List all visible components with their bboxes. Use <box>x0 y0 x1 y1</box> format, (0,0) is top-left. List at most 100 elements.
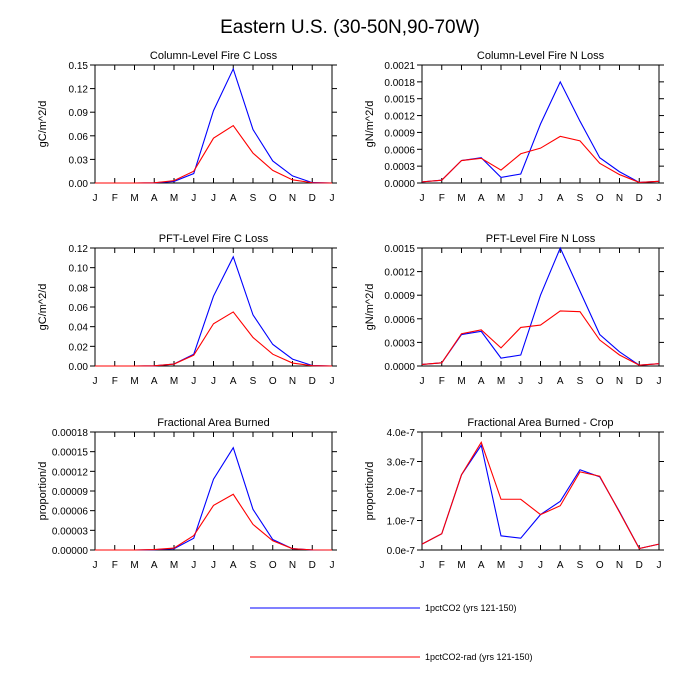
y-axis-label: gC/m^2/d <box>37 284 49 331</box>
x-tick-label: O <box>269 193 277 204</box>
y-tick-label: 0.08 <box>69 283 89 294</box>
y-axis-label: gN/m^2/d <box>364 284 376 331</box>
y-tick-label: 0.06 <box>69 303 89 314</box>
x-tick-label: N <box>616 193 623 204</box>
x-tick-label: J <box>518 193 523 204</box>
y-tick-label: 0.00006 <box>52 507 89 518</box>
x-tick-label: F <box>439 193 445 204</box>
series-line-2 <box>421 441 660 550</box>
x-tick-label: J <box>93 376 98 387</box>
x-tick-label: M <box>457 376 465 387</box>
x-tick-label: J <box>330 560 335 571</box>
series-line-2 <box>95 311 333 367</box>
x-tick-label: F <box>112 193 118 204</box>
x-tick-label: A <box>230 193 237 204</box>
x-tick-label: J <box>420 376 425 387</box>
x-tick-label: D <box>636 376 643 387</box>
x-tick-label: J <box>518 376 523 387</box>
chart-title: PFT-Level Fire C Loss <box>159 233 269 245</box>
x-tick-label: A <box>557 193 564 204</box>
x-tick-label: M <box>130 560 138 571</box>
x-tick-label: J <box>657 193 662 204</box>
series-line-2 <box>421 310 660 366</box>
series-line-2 <box>421 135 660 183</box>
chart-panel-2: Column-Level Fire N Loss gN/m^2/d J F M A M J J A… <box>364 50 664 204</box>
chart-title: Column-Level Fire C Loss <box>150 50 278 62</box>
x-tick-label: F <box>112 560 118 571</box>
y-tick-label: 0.06 <box>69 132 89 143</box>
y-tick-label: 0.12 <box>69 244 89 255</box>
x-tick-label: A <box>557 560 564 571</box>
plot-frame <box>421 431 660 551</box>
y-tick-label: 0.0012 <box>384 112 415 123</box>
x-tick-label: N <box>289 560 296 571</box>
x-tick-label: M <box>457 193 465 204</box>
y-tick-label: 0.00 <box>69 179 89 190</box>
chart-title: PFT-Level Fire N Loss <box>486 233 596 245</box>
x-tick-label: F <box>112 376 118 387</box>
plot-frame <box>94 64 333 184</box>
y-tick-label: 0.0012 <box>384 268 415 279</box>
x-tick-label: M <box>130 193 138 204</box>
y-tick-label: 0.00000 <box>52 546 89 557</box>
x-tick-label: M <box>130 376 138 387</box>
chart-title: Fractional Area Burned - Crop <box>467 417 613 429</box>
series-line-2 <box>95 493 333 551</box>
x-tick-label: M <box>170 560 178 571</box>
x-tick-label: F <box>439 560 445 571</box>
y-tick-label: 0.0009 <box>384 291 415 302</box>
legend: 1pctCO2 (yrs 121-150) 1pctCO2-rad (yrs 1… <box>250 603 533 662</box>
series-line-1 <box>95 446 333 551</box>
y-tick-label: 4.0e-7 <box>387 428 416 439</box>
x-tick-label: A <box>478 376 485 387</box>
x-tick-label: O <box>269 376 277 387</box>
x-tick-label: J <box>191 193 196 204</box>
x-tick-label: A <box>478 560 485 571</box>
series-line-1 <box>95 67 333 184</box>
chart-panel-1: Column-Level Fire C Loss gC/m^2/d J F M A M J J A… <box>37 50 337 204</box>
x-tick-label: S <box>577 193 584 204</box>
legend-label-1pctco2: 1pctCO2 (yrs 121-150) <box>425 603 517 613</box>
x-tick-label: O <box>596 193 604 204</box>
x-tick-label: M <box>497 376 505 387</box>
y-tick-label: 0.0018 <box>384 78 415 89</box>
series-line-1 <box>421 246 660 366</box>
x-tick-label: A <box>478 193 485 204</box>
y-tick-label: 0.0015 <box>384 244 415 255</box>
plot-frame <box>421 247 660 367</box>
y-tick-label: 0.00015 <box>52 448 89 459</box>
x-tick-label: M <box>170 376 178 387</box>
y-tick-label: 0.03 <box>69 155 89 166</box>
x-tick-label: S <box>250 193 257 204</box>
chart-panel-5: Fractional Area Burned proportion/d J F M A M J… <box>37 417 337 571</box>
y-tick-label: 0.00 <box>69 362 89 373</box>
y-tick-label: 0.0021 <box>384 61 415 72</box>
y-tick-label: 0.0003 <box>384 338 415 349</box>
chart-title: Column-Level Fire N Loss <box>477 50 605 62</box>
y-tick-label: 0.10 <box>69 264 89 275</box>
x-tick-label: M <box>457 560 465 571</box>
x-tick-label: J <box>420 560 425 571</box>
y-axis-label: proportion/d <box>37 462 49 521</box>
x-tick-label: N <box>289 193 296 204</box>
x-tick-label: M <box>170 193 178 204</box>
x-tick-label: A <box>557 376 564 387</box>
y-tick-label: 0.00018 <box>52 428 89 439</box>
x-tick-label: D <box>309 193 316 204</box>
x-tick-label: D <box>309 560 316 571</box>
x-tick-label: S <box>250 560 257 571</box>
y-tick-label: 0.00012 <box>52 467 89 478</box>
x-tick-label: S <box>577 376 584 387</box>
x-tick-label: J <box>330 376 335 387</box>
x-tick-label: A <box>151 193 158 204</box>
y-tick-label: 0.09 <box>69 108 89 119</box>
y-tick-label: 0.0006 <box>384 315 415 326</box>
series-line-1 <box>95 255 333 367</box>
y-tick-label: 2.0e-7 <box>387 487 416 498</box>
x-tick-label: O <box>269 560 277 571</box>
series-line-1 <box>421 443 660 550</box>
x-tick-label: J <box>211 560 216 571</box>
x-tick-label: N <box>616 376 623 387</box>
x-tick-label: O <box>596 376 604 387</box>
